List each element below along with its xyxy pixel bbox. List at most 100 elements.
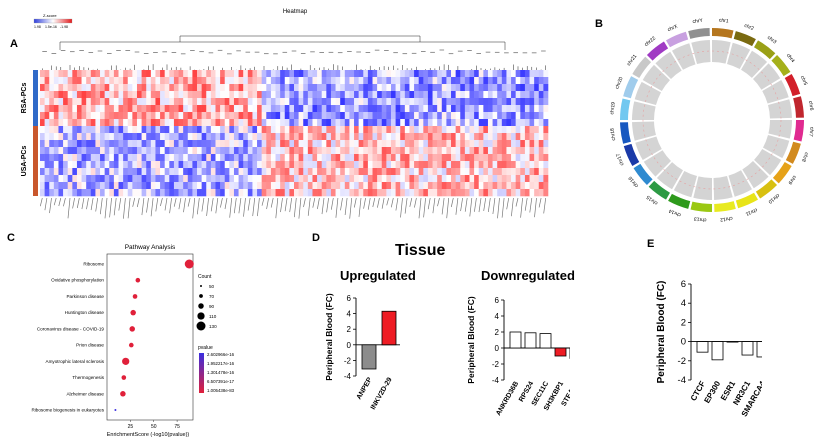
heatmap-cell bbox=[187, 77, 193, 85]
heatmap-cell bbox=[252, 70, 258, 78]
heatmap-cell bbox=[270, 77, 276, 85]
heatmap-cell bbox=[524, 168, 530, 176]
heatmap-cell bbox=[298, 189, 304, 197]
heatmap-cell bbox=[197, 112, 202, 120]
heatmap-cell bbox=[136, 112, 142, 120]
heatmap-cell bbox=[266, 112, 272, 120]
heatmap-cell bbox=[243, 77, 249, 85]
heatmap-cell bbox=[72, 161, 78, 169]
heatmap-cell bbox=[247, 189, 253, 197]
heatmap-cell bbox=[261, 168, 267, 176]
heatmap-cell bbox=[95, 182, 101, 190]
heatmap-cell bbox=[164, 154, 170, 162]
heatmap-cell bbox=[367, 105, 373, 113]
heatmap-cell bbox=[280, 133, 286, 141]
heatmap-cell bbox=[201, 182, 207, 190]
heatmap-cell bbox=[243, 112, 249, 120]
heatmap-cell bbox=[340, 168, 346, 176]
track-segment bbox=[656, 162, 683, 190]
heatmap-cell bbox=[298, 175, 304, 183]
heatmap-cell bbox=[307, 77, 313, 85]
heatmap-cell bbox=[321, 175, 327, 183]
track-segment bbox=[727, 42, 751, 70]
heatmap-cell bbox=[446, 133, 452, 141]
heatmap-cell bbox=[164, 119, 170, 127]
heatmap-cell bbox=[81, 189, 87, 197]
heatmap-cell bbox=[349, 98, 355, 106]
heatmap-cell bbox=[294, 84, 299, 92]
heatmap-cell bbox=[113, 168, 119, 176]
heatmap-cell bbox=[58, 147, 64, 155]
heatmap-cell bbox=[446, 84, 452, 92]
heatmap-cell bbox=[354, 91, 359, 99]
heatmap-cell bbox=[492, 182, 498, 190]
heatmap-cell bbox=[432, 119, 438, 127]
heatmap-cell bbox=[76, 168, 82, 176]
heatmap-cell bbox=[155, 147, 161, 155]
heatmap-cell bbox=[515, 126, 521, 134]
chromosome-segment bbox=[712, 28, 734, 39]
heatmap-cell bbox=[437, 147, 443, 155]
heatmap-cell bbox=[289, 119, 295, 127]
heatmap-cell bbox=[529, 84, 535, 92]
heatmap-cell bbox=[136, 77, 142, 85]
heatmap-cell bbox=[173, 119, 179, 127]
heatmap-cell bbox=[400, 189, 406, 197]
heatmap-cell bbox=[414, 112, 419, 120]
heatmap-cell bbox=[534, 189, 540, 197]
heatmap-cell bbox=[67, 119, 73, 127]
heatmap-cell bbox=[524, 70, 530, 78]
heatmap-cell bbox=[520, 154, 526, 162]
heatmap-cell bbox=[164, 182, 170, 190]
heatmap-cell bbox=[169, 77, 175, 85]
heatmap-cell bbox=[312, 112, 318, 120]
count-legend-dot bbox=[196, 321, 206, 331]
heatmap-cell bbox=[372, 98, 378, 106]
heatmap-cell bbox=[201, 119, 207, 127]
heatmap-cell bbox=[160, 175, 165, 183]
heatmap-cell bbox=[58, 140, 64, 148]
heatmap-cell bbox=[44, 182, 50, 190]
heatmap-cell bbox=[63, 182, 69, 190]
heatmap-cell bbox=[543, 98, 549, 106]
heatmap-cell bbox=[423, 98, 429, 106]
heatmap-cell bbox=[455, 84, 461, 92]
heatmap-cell bbox=[113, 119, 119, 127]
heatmap-cell bbox=[67, 70, 73, 78]
heatmap-cell bbox=[478, 189, 484, 197]
heatmap-cell bbox=[506, 168, 512, 176]
heatmap-cell bbox=[224, 133, 230, 141]
heatmap-cell bbox=[358, 77, 364, 85]
heatmap-cell bbox=[100, 147, 105, 155]
heatmap-cell bbox=[395, 140, 401, 148]
downregulated-bar-chart: -4-20246ANKRD36BRPS24SEC11CSH3KBP1STEAP4… bbox=[466, 296, 570, 417]
heatmap-cell bbox=[367, 175, 373, 183]
heatmap-cell bbox=[127, 91, 133, 99]
heatmap-cell bbox=[164, 133, 170, 141]
heatmap-cell bbox=[363, 182, 369, 190]
heatmap-cell bbox=[178, 91, 184, 99]
chromosome-label: chr5 bbox=[799, 75, 808, 87]
heatmap-cell bbox=[146, 98, 152, 106]
heatmap-cell bbox=[44, 112, 50, 120]
heatmap-cell bbox=[173, 140, 179, 148]
heatmap-cell bbox=[270, 161, 276, 169]
heatmap-cell bbox=[44, 168, 50, 176]
heatmap-cell bbox=[483, 91, 489, 99]
heatmap-cell bbox=[81, 84, 87, 92]
track-segment bbox=[655, 51, 682, 79]
heatmap-cell bbox=[187, 91, 193, 99]
heatmap-cell bbox=[44, 140, 50, 148]
heatmap-cell bbox=[40, 133, 45, 141]
heatmap-cell bbox=[224, 98, 230, 106]
heatmap-cell bbox=[294, 126, 299, 134]
heatmap-cell bbox=[67, 168, 73, 176]
heatmap-cell bbox=[118, 126, 124, 134]
heatmap-cell bbox=[155, 175, 161, 183]
heatmap-cell bbox=[206, 168, 212, 176]
heatmap-cell bbox=[261, 77, 267, 85]
heatmap-cell bbox=[252, 161, 258, 169]
heatmap-cell bbox=[215, 147, 221, 155]
heatmap-cell bbox=[455, 140, 461, 148]
heatmap-cell bbox=[492, 84, 498, 92]
